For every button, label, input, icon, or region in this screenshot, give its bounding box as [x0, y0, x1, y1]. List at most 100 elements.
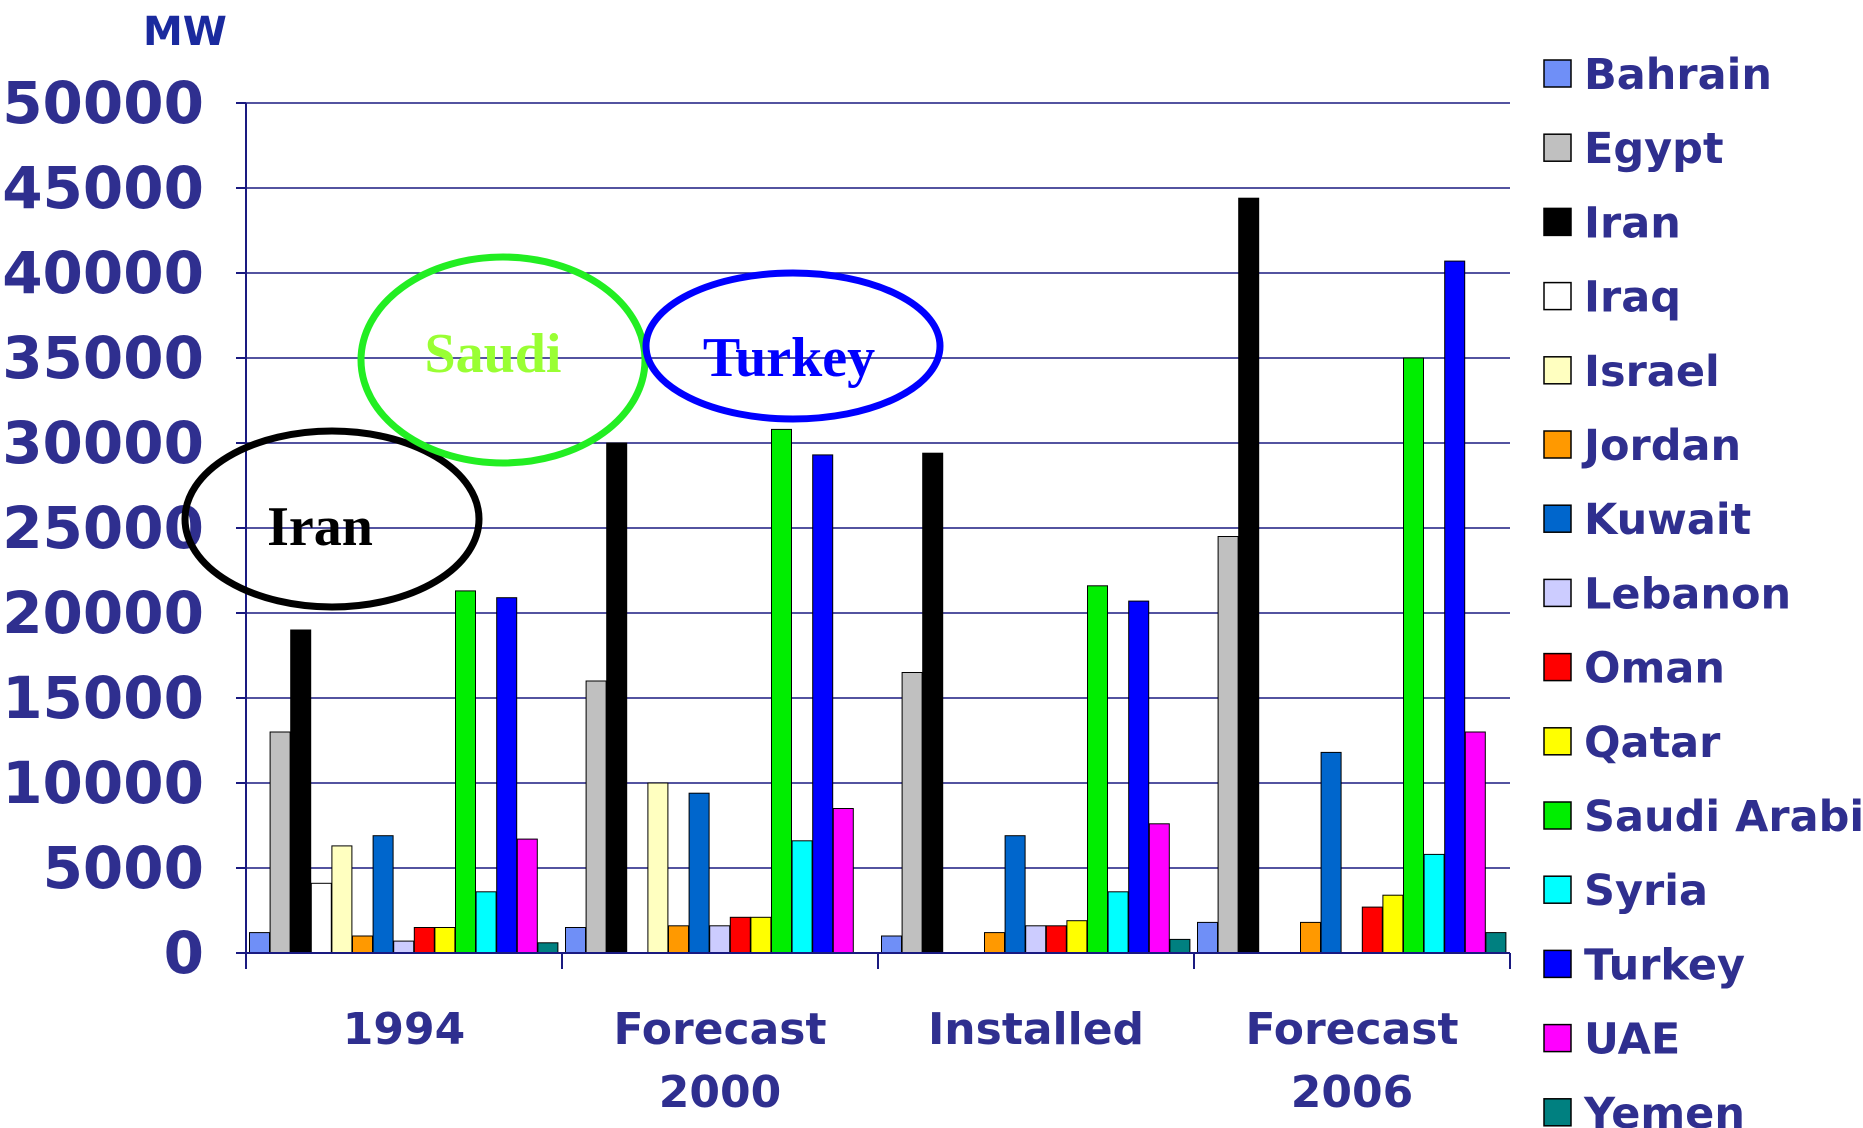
bar-jordan-0 [352, 935, 373, 954]
legend-swatch-saudi-arabia [1543, 801, 1572, 830]
bar-oman-2 [1045, 925, 1067, 954]
bar-uae-2 [1148, 823, 1170, 954]
bar-oman-0 [413, 927, 435, 954]
bar-uae-3 [1464, 731, 1486, 954]
legend: Bahrain Egypt Iran Iraq Israel Jordan Kuwait Le… [1543, 50, 1863, 1128]
bar-oman-3 [1361, 906, 1383, 954]
bar-israel-0 [331, 845, 353, 954]
bar-oman-1 [729, 916, 751, 954]
x-tick-label-1-0: Forecast [613, 1004, 826, 1055]
bar-qatar-2 [1066, 920, 1088, 954]
legend-label-lebanon: Lebanon [1584, 569, 1791, 619]
legend-label-iraq: Iraq [1584, 273, 1681, 323]
y-tick-labels: 0 5000 10000 15000 20000 25000 30000 35000 40000… [2, 69, 204, 987]
legend-swatch-egypt [1543, 133, 1572, 162]
bar-turkey-1 [812, 454, 834, 954]
x-tick-label-2-0: Installed [928, 1004, 1144, 1055]
legend-swatch-kuwait [1543, 504, 1572, 533]
legend-swatch-iran [1543, 207, 1572, 237]
bar-egypt-2 [901, 672, 923, 954]
bar-qatar-0 [434, 927, 456, 954]
bar-kuwait-2 [1004, 835, 1026, 954]
y-tick-label-0: 0 [164, 919, 204, 987]
x-tick-label-3-0: Forecast [1245, 1004, 1458, 1055]
annotation-iran-ring [181, 427, 483, 611]
bar-qatar-3 [1382, 894, 1404, 954]
x-tick-label-0-0: 1994 [343, 1004, 465, 1055]
legend-swatch-lebanon [1543, 578, 1572, 608]
legend-label-turkey: Turkey [1584, 940, 1745, 990]
legend-label-jordan: Jordan [1581, 421, 1741, 471]
legend-label-oman: Oman [1584, 644, 1725, 694]
legend-swatch-yemen [1543, 1098, 1572, 1127]
bar-egypt-3 [1217, 536, 1239, 954]
bar-iran-1 [606, 442, 628, 954]
y-tick-label-50000: 50000 [2, 69, 204, 137]
bar-kuwait-3 [1320, 751, 1342, 954]
bar-yemen-3 [1485, 932, 1507, 954]
annotation-saudi-text: Saudi [425, 323, 562, 385]
bar-saudi-arabia-3 [1403, 357, 1424, 954]
bar-lebanon-2 [1025, 925, 1047, 954]
bar-iran-3 [1238, 197, 1260, 954]
annotation-turkey: Turkey [642, 269, 944, 423]
bar-iraq-0 [310, 882, 332, 954]
x-tick-labels: 1994 Forecast 2000 Installed Forecast 2006 [343, 1004, 1459, 1118]
legend-label-qatar: Qatar [1584, 718, 1721, 768]
y-tick-label-15000: 15000 [2, 664, 204, 732]
bars [249, 197, 1507, 954]
bar-saudi-arabia-2 [1087, 585, 1108, 954]
bar-iran-0 [290, 629, 312, 954]
legend-swatch-jordan [1543, 430, 1572, 459]
bar-bahrain-3 [1197, 921, 1218, 954]
bar-syria-3 [1423, 853, 1445, 954]
legend-label-kuwait: Kuwait [1584, 495, 1751, 545]
legend-swatch-iraq [1543, 281, 1572, 311]
legend-label-yemen: Yemen [1583, 1089, 1745, 1128]
bar-kuwait-1 [688, 792, 710, 954]
bar-jordan-1 [668, 925, 689, 954]
legend-label-bahrain: Bahrain [1584, 50, 1772, 100]
y-tick-label-25000: 25000 [2, 494, 204, 562]
bar-uae-1 [832, 808, 854, 954]
annotation-turkey-text: Turkey [703, 327, 875, 389]
legend-label-israel: Israel [1584, 347, 1720, 397]
bar-yemen-2 [1169, 938, 1191, 954]
legend-swatch-turkey [1543, 949, 1572, 979]
bar-bahrain-2 [881, 935, 902, 954]
y-tick-label-5000: 5000 [43, 834, 204, 902]
bar-kuwait-0 [372, 835, 394, 954]
gridlines [246, 102, 1510, 869]
bar-saudi-arabia-0 [455, 590, 476, 954]
y-tick-label-35000: 35000 [2, 324, 204, 392]
annotation-iran: Iran [181, 427, 483, 611]
y-tick-label-30000: 30000 [2, 409, 204, 477]
bar-egypt-0 [269, 731, 291, 954]
bar-syria-0 [475, 891, 497, 954]
bar-turkey-0 [496, 597, 518, 954]
legend-label-syria: Syria [1584, 866, 1708, 916]
bar-syria-1 [791, 840, 813, 954]
legend-swatch-bahrain [1543, 59, 1572, 88]
bar-turkey-2 [1128, 600, 1150, 954]
legend-label-iran: Iran [1584, 198, 1681, 248]
bar-bahrain-0 [249, 932, 270, 954]
annotation-iran-text: Iran [267, 496, 373, 558]
bar-bahrain-1 [565, 927, 586, 954]
y-tick-label-45000: 45000 [2, 154, 204, 222]
legend-swatch-uae [1543, 1023, 1572, 1053]
legend-label-egypt: Egypt [1584, 124, 1724, 174]
legend-label-uae: UAE [1584, 1015, 1680, 1065]
unit-label: MW [143, 9, 227, 55]
annotation-saudi: Saudi [357, 253, 649, 467]
legend-swatch-qatar [1543, 727, 1572, 756]
legend-swatch-israel [1543, 356, 1572, 385]
legend-label-saudi-arabia: Saudi Arabia [1584, 792, 1863, 842]
axes [236, 102, 1511, 969]
x-tick-label-1-1: 2000 [659, 1067, 781, 1118]
bar-lebanon-0 [393, 940, 415, 954]
y-tick-label-10000: 10000 [2, 749, 204, 817]
bar-syria-2 [1107, 891, 1129, 954]
y-tick-label-20000: 20000 [2, 579, 204, 647]
x-tick-label-3-1: 2006 [1291, 1067, 1413, 1118]
